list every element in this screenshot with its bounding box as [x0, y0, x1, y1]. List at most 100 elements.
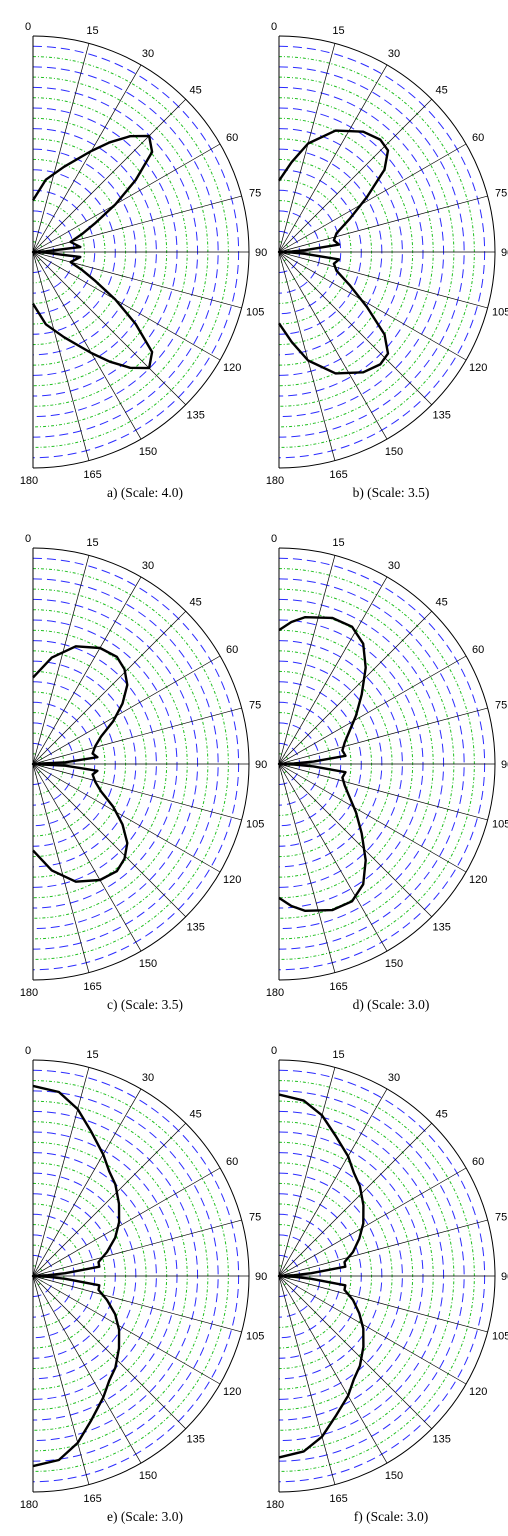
tick-label: 45 [190, 596, 202, 608]
grid-spoke [32, 143, 221, 253]
tick-label: 60 [226, 644, 238, 656]
tick-label: 0 [271, 1045, 277, 1057]
tick-label: 120 [469, 362, 487, 374]
grid-spoke [278, 576, 388, 765]
grid-ring [32, 128, 157, 376]
grid-spoke [32, 251, 142, 440]
tick-label: 30 [388, 48, 400, 60]
grid-spoke [32, 195, 242, 253]
tick-label: 180 [266, 475, 284, 487]
grid-spoke [278, 555, 336, 765]
polar-chart-a: 0 15 30 45 60 75 90 105 120 135 150 165 180 a) (Scale… [20, 21, 267, 500]
tick-label: 75 [495, 699, 507, 711]
grid-ring [32, 66, 219, 438]
grid-spoke [32, 251, 186, 405]
grid-spoke [32, 43, 90, 253]
polar-chart-e: 0 15 30 45 60 75 90 105 120 135 150 165 180 e) (Scale… [20, 1045, 267, 1524]
grid-spoke [32, 1067, 90, 1277]
chart-caption: b) (Scale: 3.5) [353, 485, 430, 500]
grid-spoke [278, 64, 388, 253]
tick-label: 90 [501, 759, 508, 771]
grid-ring [278, 1152, 403, 1400]
tick-label: 165 [83, 1493, 101, 1505]
grid-spoke [32, 64, 142, 253]
tick-label: 105 [492, 1331, 508, 1343]
tick-label: 75 [495, 187, 507, 199]
tick-label: 165 [329, 981, 347, 993]
grid-spoke [32, 1275, 142, 1464]
grid-spoke [278, 1088, 388, 1277]
polar-chart-f: 0 15 30 45 60 75 90 105 120 135 150 165 180 f) (Scale… [266, 1045, 508, 1524]
grid-spoke [278, 1275, 432, 1429]
tick-label: 0 [25, 21, 31, 33]
tick-label: 90 [255, 759, 267, 771]
grid-spoke [278, 655, 467, 765]
grid-spoke [278, 251, 467, 361]
tick-label: 60 [472, 644, 484, 656]
grid-spoke [278, 251, 488, 309]
grid-spoke [32, 251, 90, 461]
radiation-pattern-line [277, 616, 367, 912]
figure-row-1: 0 15 30 45 60 75 90 105 120 135 150 165 180 a) (Scale… [0, 0, 508, 512]
grid-spoke [32, 763, 90, 973]
radiation-pattern-line [31, 1084, 121, 1468]
chart-caption: d) (Scale: 3.0) [353, 997, 430, 1012]
grid-spoke [278, 1123, 432, 1277]
tick-label: 90 [501, 247, 508, 259]
tick-label: 150 [385, 958, 403, 970]
tick-label: 150 [385, 446, 403, 458]
tick-label: 30 [142, 1072, 154, 1084]
polar-chart-c: 0 15 30 45 60 75 90 105 120 135 150 165 180 c) (Scale… [20, 533, 267, 1012]
tick-label: 135 [186, 1434, 204, 1446]
tick-label: 60 [472, 132, 484, 144]
tick-label: 165 [329, 469, 347, 481]
tick-label: 150 [385, 1470, 403, 1482]
tick-label: 180 [20, 1499, 38, 1511]
tick-label: 45 [436, 1108, 448, 1120]
grid-ring [278, 128, 403, 376]
grid-spoke [32, 1275, 242, 1333]
grid-spoke [32, 655, 221, 765]
tick-label: 180 [20, 475, 38, 487]
grid-ring [32, 578, 219, 950]
tick-label: 120 [469, 874, 487, 886]
grid-spoke [278, 251, 336, 461]
grid-spoke [278, 1219, 488, 1277]
tick-label: 135 [186, 410, 204, 422]
grid-ring [32, 1090, 219, 1462]
tick-label: 135 [186, 922, 204, 934]
grid-spoke [32, 611, 186, 765]
grid-spoke [278, 251, 432, 405]
grid-spoke [32, 763, 186, 917]
grid-spoke [278, 763, 432, 917]
grid-spoke [278, 251, 388, 440]
tick-label: 30 [388, 560, 400, 572]
figure-row-2: 0 15 30 45 60 75 90 105 120 135 150 165 180 c) (Scale… [0, 512, 508, 1024]
tick-label: 135 [432, 410, 450, 422]
tick-label: 150 [139, 446, 157, 458]
grid-spoke [32, 1088, 142, 1277]
grid-spoke [32, 707, 242, 765]
grid-spoke [32, 763, 221, 873]
grid-spoke [32, 1275, 186, 1429]
tick-label: 15 [332, 25, 344, 37]
grid-spoke [278, 763, 467, 873]
tick-label: 135 [432, 1434, 450, 1446]
chart-caption: a) (Scale: 4.0) [107, 485, 183, 500]
radiation-pattern-line [277, 1093, 365, 1459]
figure-row-3: 0 15 30 45 60 75 90 105 120 135 150 165 180 e) (Scale… [0, 1024, 508, 1536]
tick-label: 45 [436, 84, 448, 96]
grid-spoke [278, 1067, 336, 1277]
tick-label: 90 [501, 1271, 508, 1283]
tick-label: 120 [223, 362, 241, 374]
grid-spoke [278, 43, 336, 253]
grid-spoke [32, 1167, 221, 1277]
grid-spoke [278, 1275, 388, 1464]
tick-label: 90 [255, 1271, 267, 1283]
grid-spoke [278, 1275, 488, 1333]
tick-label: 0 [25, 1045, 31, 1057]
tick-label: 180 [266, 1499, 284, 1511]
radiation-pattern-line [31, 645, 129, 883]
